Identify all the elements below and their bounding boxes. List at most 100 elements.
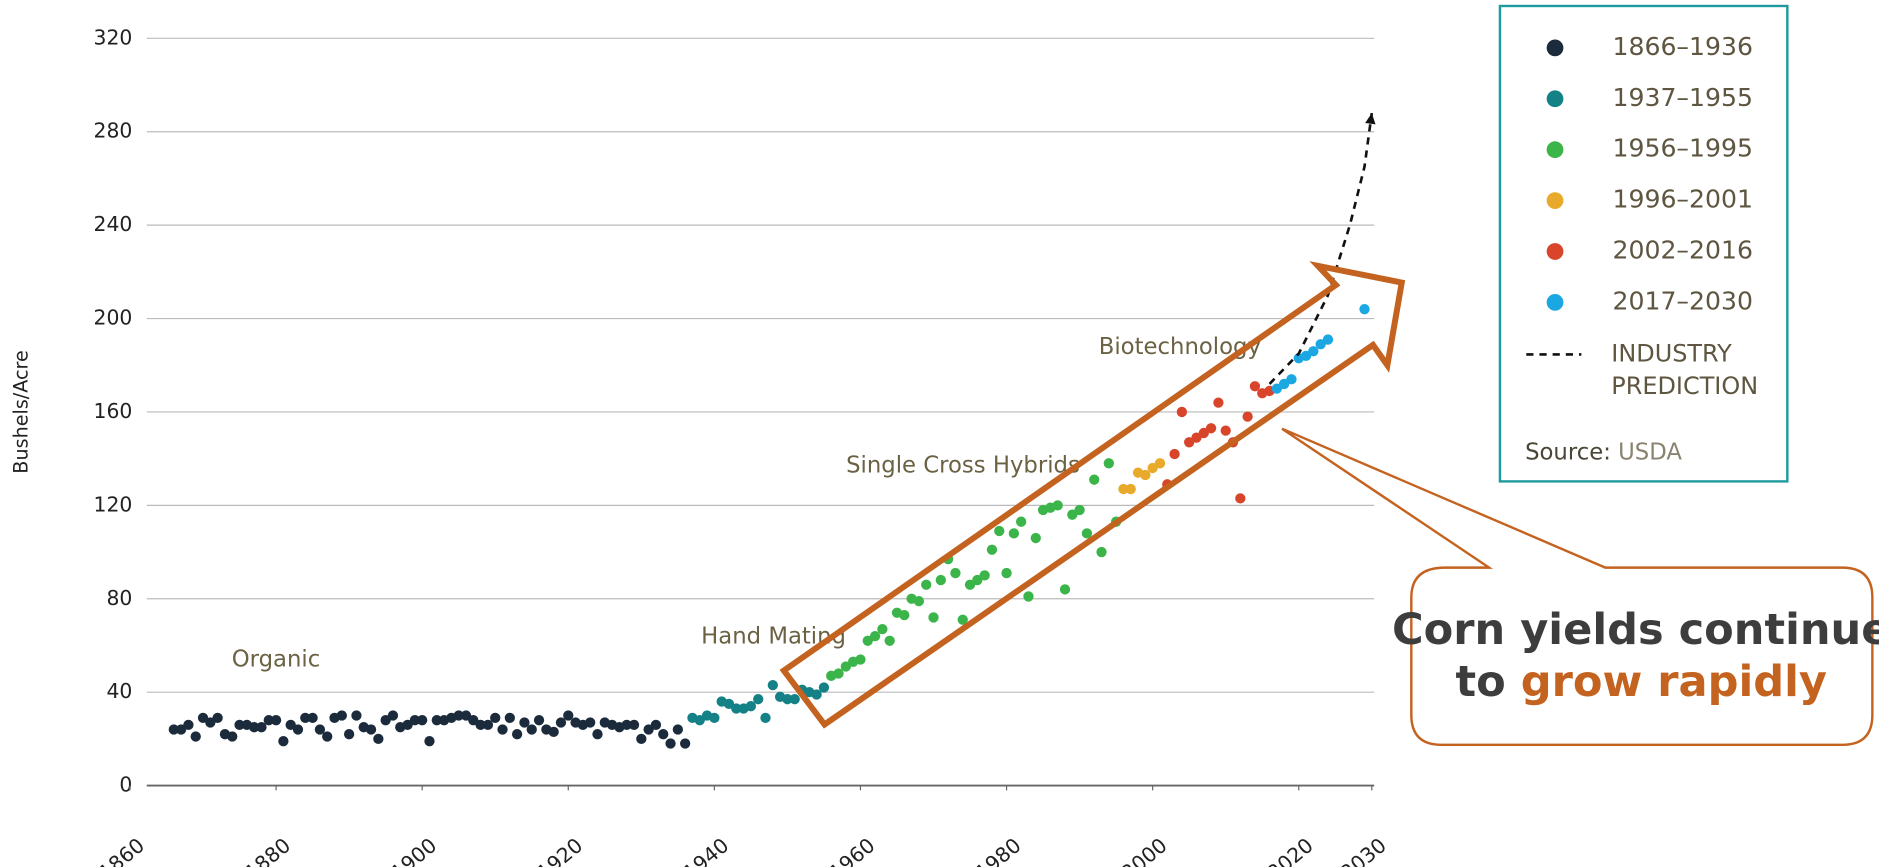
data-point — [482, 719, 494, 731]
data-point — [511, 729, 523, 740]
legend-swatch — [1546, 90, 1564, 108]
data-point — [205, 717, 216, 728]
data-point — [1147, 462, 1158, 474]
data-point — [877, 623, 888, 635]
callout-box — [1281, 427, 1874, 747]
data-point — [322, 731, 333, 742]
data-point — [1154, 458, 1166, 469]
callout-highlight: grow rapidly — [1521, 656, 1827, 706]
data-point — [1184, 437, 1195, 448]
data-point — [928, 612, 939, 623]
y-axis-label: Bushels/Acre — [10, 350, 33, 474]
data-point — [1249, 381, 1261, 392]
data-point — [533, 715, 545, 726]
data-point — [548, 726, 559, 738]
x-tick-label: 2000 — [1117, 833, 1172, 867]
data-point — [643, 724, 654, 735]
data-point — [475, 719, 486, 731]
data-point — [1089, 474, 1100, 485]
data-point — [227, 731, 238, 742]
data-point — [1322, 334, 1334, 345]
data-point — [818, 682, 830, 693]
data-point — [753, 694, 764, 705]
data-point — [1205, 423, 1217, 434]
data-point — [1140, 469, 1151, 481]
data-point — [592, 729, 603, 740]
data-point — [979, 570, 990, 581]
data-point — [460, 710, 472, 721]
data-point — [519, 717, 530, 728]
legend-label: 2002–2016 — [1613, 235, 1753, 264]
data-point — [1191, 432, 1202, 443]
data-point — [1081, 528, 1093, 539]
data-point — [1359, 304, 1370, 315]
data-point — [190, 731, 201, 742]
data-point — [1235, 493, 1246, 504]
data-point — [672, 724, 683, 735]
data-point — [270, 715, 282, 726]
data-point — [307, 712, 318, 723]
data-point — [1315, 339, 1326, 350]
data-point — [453, 710, 464, 721]
data-point — [833, 668, 844, 679]
data-point — [1001, 567, 1012, 579]
data-point — [256, 722, 267, 733]
data-point — [417, 715, 428, 726]
data-point — [1213, 397, 1224, 408]
data-point — [694, 715, 705, 726]
legend-swatch — [1546, 243, 1564, 260]
y-tick-label: 320 — [94, 25, 133, 49]
annotation: Single Cross Hybrids — [846, 452, 1080, 478]
data-point — [285, 719, 296, 731]
y-tick-label: 80 — [106, 586, 132, 610]
data-point — [731, 703, 742, 714]
data-point — [175, 724, 187, 735]
y-tick-label: 160 — [94, 399, 133, 423]
data-point — [387, 710, 399, 721]
data-point — [964, 579, 976, 590]
data-point — [665, 738, 676, 749]
source-label: Source: — [1525, 439, 1611, 465]
legend-swatch — [1546, 192, 1564, 209]
legend-label: 2017–2030 — [1613, 286, 1753, 315]
callout-text: to grow rapidly — [1455, 656, 1827, 706]
data-point — [278, 736, 289, 747]
data-point — [650, 719, 662, 731]
x-tick-label: 1960 — [824, 833, 879, 867]
data-point — [840, 661, 852, 672]
annotation: Organic — [232, 646, 321, 672]
data-point — [431, 715, 442, 726]
data-point — [263, 715, 274, 726]
data-point — [1067, 509, 1078, 520]
data-point — [628, 719, 640, 731]
data-point — [1169, 448, 1180, 460]
y-tick-label: 200 — [94, 306, 133, 330]
data-point — [862, 635, 873, 646]
data-point — [709, 712, 720, 723]
data-point — [402, 719, 413, 731]
data-point — [468, 715, 479, 726]
legend-box — [1498, 4, 1789, 483]
callout-text: to — [1455, 656, 1505, 706]
y-tick-label: 0 — [119, 773, 132, 797]
data-point — [380, 715, 391, 726]
data-point — [1286, 374, 1297, 385]
data-point — [1096, 546, 1107, 558]
legend-label: 1937–1955 — [1613, 83, 1753, 112]
data-point — [1103, 458, 1114, 469]
data-point — [292, 724, 304, 735]
data-point — [745, 701, 757, 712]
legend-label: 1996–2001 — [1613, 185, 1753, 214]
data-point — [1030, 532, 1041, 544]
x-tick-label: 1900 — [386, 833, 441, 867]
x-tick-label: 1860 — [94, 833, 149, 867]
data-point — [789, 694, 800, 705]
data-point — [168, 724, 179, 735]
legend-label: 1956–1995 — [1613, 134, 1753, 163]
data-point — [972, 574, 983, 586]
data-point — [935, 574, 946, 586]
y-tick-label: 120 — [94, 492, 133, 516]
data-point — [1059, 584, 1071, 595]
data-point — [884, 635, 895, 646]
